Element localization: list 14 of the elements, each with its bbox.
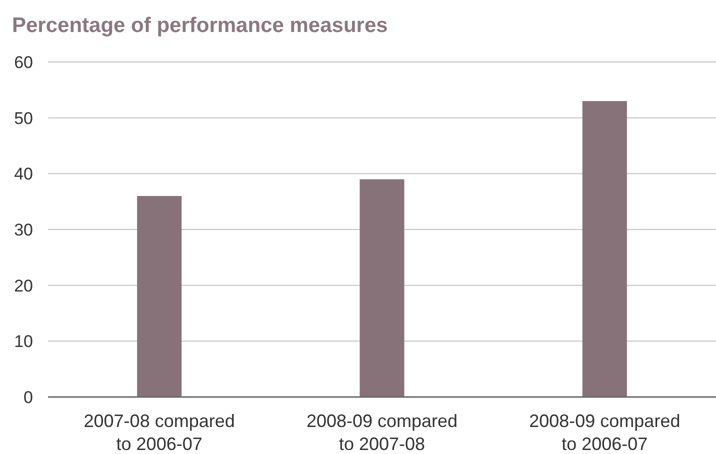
chart-title: Percentage of performance measures	[12, 14, 388, 37]
bar	[137, 196, 182, 397]
y-tick-label: 50	[14, 108, 33, 128]
x-tick-label: 2007-08 compared to 2006-07	[84, 411, 235, 454]
y-tick-label: 40	[14, 164, 33, 184]
x-tick-label: 2008-09 compared to 2006-07	[529, 411, 680, 454]
y-tick-label: 20	[14, 276, 33, 296]
x-tick-label: 2008-09 compared to 2007-08	[306, 411, 458, 454]
y-tick-label: 0	[24, 388, 33, 407]
bar	[582, 101, 627, 397]
bar	[360, 179, 404, 397]
y-tick-label: 10	[14, 332, 33, 352]
y-tick-label: 60	[14, 52, 33, 72]
y-tick-label: 30	[14, 220, 33, 240]
